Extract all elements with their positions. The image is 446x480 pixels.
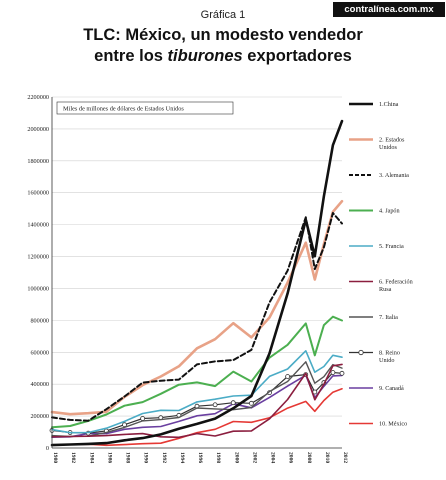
x-tick-label: 1988: [125, 452, 131, 463]
series-line: [51, 387, 343, 447]
data-point: [339, 370, 345, 376]
data-point: [330, 370, 336, 375]
x-tick-label: 1982: [70, 452, 76, 463]
y-tick-label: 1800000: [27, 158, 49, 165]
series-line: [50, 119, 344, 447]
legend-label: 2. Estados Unidos: [379, 137, 405, 152]
legend-label: 10. México: [379, 421, 407, 428]
units-note-text: Miles de millones de dólares de Estados …: [63, 106, 184, 113]
x-tick-label: 1984: [88, 452, 94, 463]
legend-label: 3. Alemania: [379, 172, 409, 179]
y-tick-label: 200000: [30, 413, 49, 420]
legend-label: 9. Canadá: [379, 385, 404, 392]
title-line-2-post: exportadores: [242, 47, 352, 65]
x-tick-label: 1998: [215, 452, 221, 463]
x-tick-label: 2004: [270, 452, 276, 463]
series-line: [51, 315, 343, 429]
y-tick-label: 400000: [30, 381, 49, 388]
x-tick-label: 1992: [161, 452, 167, 463]
series-line: [51, 363, 343, 439]
title-line-2-emphasis: tiburones: [167, 47, 243, 65]
gridlines: [52, 96, 342, 449]
units-note: Miles de millones de dólares de Estados …: [56, 101, 234, 115]
x-tick-label: 2010: [324, 452, 330, 463]
y-tick-label: 2000000: [27, 126, 49, 133]
series-line: [50, 199, 344, 416]
y-axis-ticks: 0 200000 400000 600000 800000 1000000 1200000 1…: [27, 94, 49, 452]
legend-label: 4. Japón: [379, 208, 400, 215]
series-lines: [49, 119, 345, 447]
y-tick-label: 600000: [30, 349, 49, 356]
x-tick-label: 2006: [288, 452, 294, 463]
units-note-box: [56, 101, 234, 115]
x-tick-label: 1980: [52, 452, 58, 463]
legend-marker: [358, 349, 364, 356]
y-tick-label: 1600000: [27, 190, 49, 197]
x-tick-label: 1986: [106, 452, 112, 463]
brand-logo: contralínea.com.mx: [333, 2, 445, 17]
chart-title-line-1: TLC: México, un modesto vendedor: [83, 26, 363, 44]
x-tick-label: 2008: [306, 452, 312, 463]
chart-title-line-2: entre los tiburones exportadores: [0, 47, 446, 66]
legend: 1.China 2. Estados Unidos 3. Alemania 4. Jap…: [349, 101, 413, 428]
y-tick-label: 2200000: [27, 94, 49, 101]
legend-label: 7. Italia: [379, 314, 398, 321]
x-tick-label: 2000: [233, 452, 239, 463]
data-point: [230, 400, 236, 406]
figure-number: Gráfica 1: [200, 9, 246, 21]
y-tick-label: 1200000: [27, 254, 49, 261]
data-point: [140, 416, 146, 421]
y-tick-label: 1400000: [27, 222, 49, 229]
x-tick-label: 1994: [179, 452, 185, 463]
series-line: [51, 212, 343, 422]
x-tick-label: 2002: [251, 452, 257, 463]
legend-label: 1.China: [379, 101, 399, 108]
y-tick-label: 1000000: [27, 285, 49, 292]
title-line-2-pre: entre los: [94, 47, 168, 65]
x-axis-ticks: 1980 1982 1984 1986 1988 1990 1992 1994 1996 1998…: [52, 452, 348, 463]
data-point: [212, 402, 218, 408]
series-line: [51, 361, 343, 438]
x-tick-label: 2012: [342, 452, 348, 463]
y-tick-label: 800000: [30, 317, 49, 324]
legend-label: 6. Federación Rusa: [379, 279, 413, 294]
x-tick-label: 1996: [197, 452, 203, 463]
data-point: [122, 422, 127, 428]
y-tick-label: 0: [46, 445, 49, 452]
series-line: [51, 349, 343, 434]
legend-label: 8. Reino Unido: [379, 350, 400, 365]
legend-label: 5. Francia: [379, 243, 404, 250]
data-point: [285, 374, 291, 379]
data-point: [248, 400, 254, 406]
x-tick-label: 1990: [143, 452, 149, 463]
